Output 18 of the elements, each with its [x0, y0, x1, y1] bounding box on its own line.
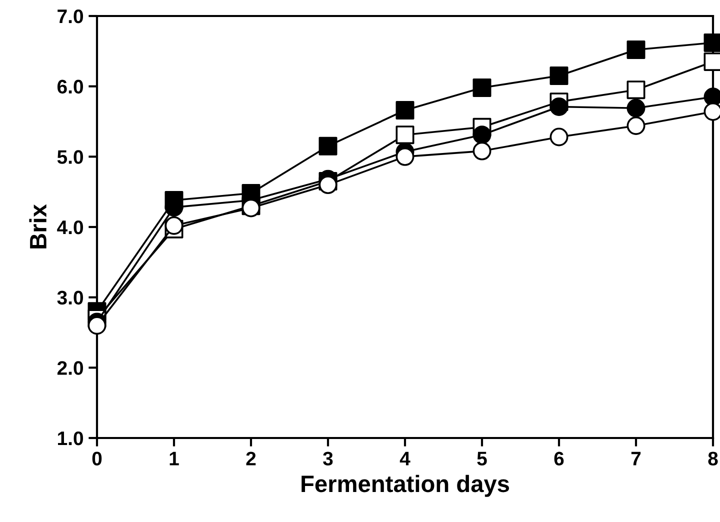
x-tick-label: 6: [554, 452, 564, 466]
y-tick-label: 5.0: [57, 150, 84, 164]
y-tick-label: 7.0: [58, 9, 84, 24]
y-tick-label: 2.0: [57, 361, 84, 375]
y-tick-label: 6.0: [57, 80, 84, 94]
x-tick-label: 5: [477, 452, 487, 466]
x-tick-label: 0: [92, 452, 102, 466]
y-tick-label: 4.0: [57, 220, 84, 234]
y-tick-label: 3.0: [57, 290, 84, 305]
x-tick-label: 8: [708, 452, 718, 466]
x-tick-label: 2: [246, 452, 256, 466]
x-tick-label: 1: [170, 452, 179, 466]
y-axis-title: Brix: [29, 204, 46, 248]
x-tick-label: 7: [631, 452, 641, 466]
x-tick-label: 3: [323, 452, 333, 466]
x-tick-label: 4: [400, 452, 410, 466]
x-axis-title: Fermentation days: [302, 474, 510, 497]
y-tick-label: 1.0: [58, 431, 84, 446]
